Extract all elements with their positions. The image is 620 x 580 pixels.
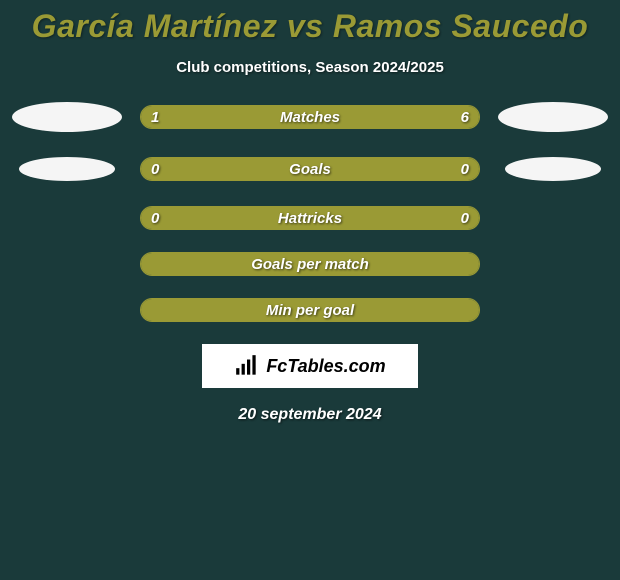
stat-bar-hattricks: 0 Hattricks 0 bbox=[140, 206, 480, 230]
stat-label: Matches bbox=[280, 109, 340, 126]
player-left-logo bbox=[12, 154, 122, 184]
player-left-logo bbox=[12, 102, 122, 132]
stat-bar-matches: 1 Matches 6 bbox=[140, 105, 480, 129]
page-title: García Martínez vs Ramos Saucedo bbox=[0, 8, 620, 45]
oval-icon bbox=[498, 102, 608, 132]
stat-left-value: 0 bbox=[151, 161, 159, 178]
stat-right-value: 0 bbox=[461, 161, 469, 178]
brand-text: FcTables.com bbox=[266, 356, 385, 377]
player-right-logo bbox=[498, 102, 608, 132]
stat-left-value: 1 bbox=[151, 109, 159, 126]
stat-row-hattricks: 0 Hattricks 0 bbox=[0, 206, 620, 230]
stat-row-goals: 0 Goals 0 bbox=[0, 154, 620, 184]
player-right-logo bbox=[498, 154, 608, 184]
brand-badge[interactable]: FcTables.com bbox=[202, 344, 418, 388]
oval-icon bbox=[19, 157, 115, 181]
stat-right-value: 0 bbox=[461, 210, 469, 227]
stat-label: Hattricks bbox=[278, 210, 342, 227]
stat-label: Goals per match bbox=[251, 256, 369, 273]
stat-label: Min per goal bbox=[266, 302, 354, 319]
chart-bars-icon bbox=[234, 353, 260, 379]
oval-icon bbox=[505, 157, 601, 181]
footer-date: 20 september 2024 bbox=[0, 406, 620, 424]
oval-icon bbox=[12, 102, 122, 132]
bar-fill-right bbox=[202, 106, 479, 128]
comparison-card: García Martínez vs Ramos Saucedo Club co… bbox=[0, 0, 620, 424]
stat-bar-gpm: Goals per match bbox=[140, 252, 480, 276]
stat-bar-mpg: Min per goal bbox=[140, 298, 480, 322]
stat-right-value: 6 bbox=[461, 109, 469, 126]
stat-row-mpg: Min per goal bbox=[0, 298, 620, 322]
stat-row-gpm: Goals per match bbox=[0, 252, 620, 276]
stat-row-matches: 1 Matches 6 bbox=[0, 102, 620, 132]
page-subtitle: Club competitions, Season 2024/2025 bbox=[0, 59, 620, 76]
stat-label: Goals bbox=[289, 161, 331, 178]
stat-bar-goals: 0 Goals 0 bbox=[140, 157, 480, 181]
stat-left-value: 0 bbox=[151, 210, 159, 227]
